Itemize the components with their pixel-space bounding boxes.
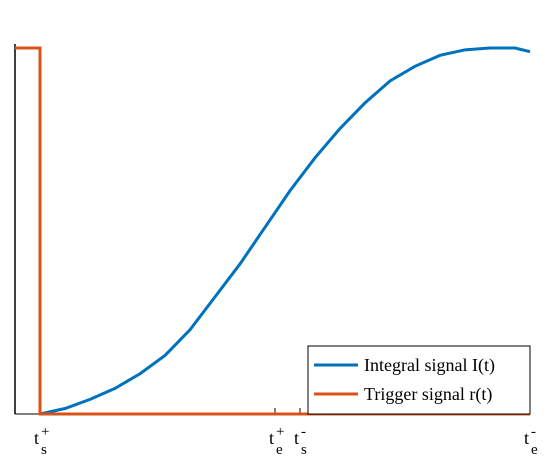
tick-base: t [524, 428, 529, 448]
x-tick-label: t - s [294, 424, 307, 458]
series-line [39, 46, 531, 416]
tick-base: t [294, 428, 299, 448]
x-tick-label: t - e [524, 424, 538, 458]
tick-superscript: - [531, 424, 536, 440]
tick-subscript: e [531, 442, 538, 458]
tick-superscript: + [41, 424, 49, 440]
tick-subscript: s [41, 442, 47, 458]
series-line [15, 46, 530, 416]
legend-box [307, 345, 531, 415]
tick-base: t [269, 428, 274, 448]
legend-label: Trigger signal r(t) [364, 384, 492, 405]
tick-superscript: - [301, 424, 306, 440]
tick-superscript: + [276, 424, 284, 440]
tick-base: t [34, 428, 39, 448]
x-tick-label: t + e [269, 424, 284, 458]
x-tick-label: t + s [34, 424, 49, 458]
tick-subscript: e [276, 442, 283, 458]
legend-label: Integral signal I(t) [364, 355, 495, 376]
tick-subscript: s [301, 442, 307, 458]
